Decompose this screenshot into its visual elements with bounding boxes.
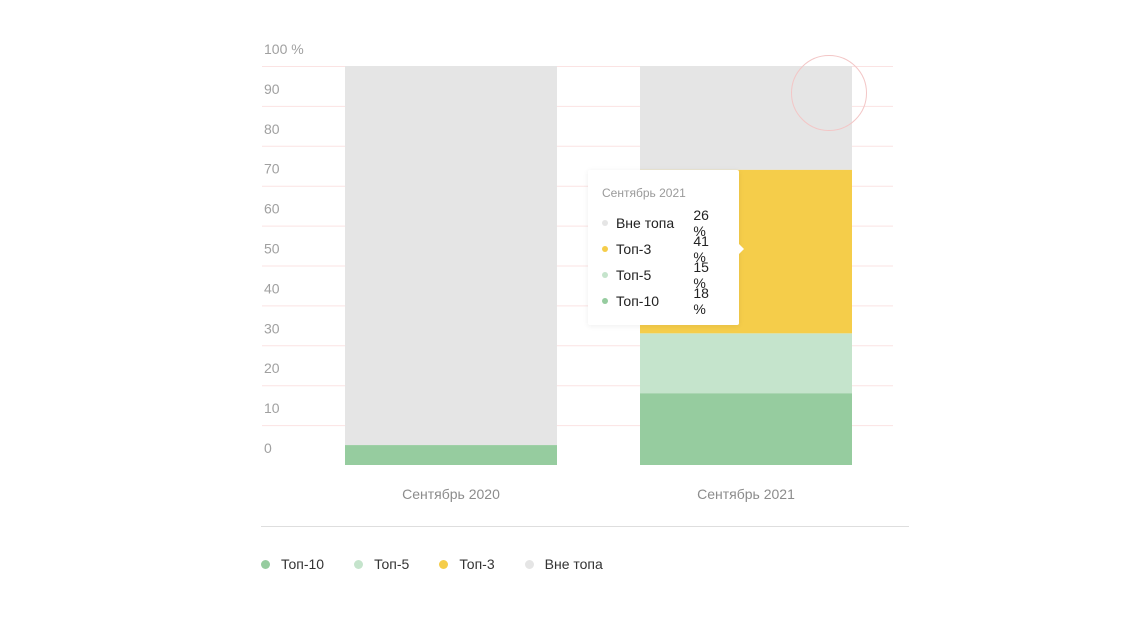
legend-item-top3[interactable]: Топ-3 bbox=[439, 556, 495, 572]
bar-segment bbox=[345, 445, 557, 465]
legend-item-top10[interactable]: Топ-10 bbox=[261, 556, 324, 572]
tooltip-dot-icon bbox=[602, 272, 608, 278]
legend-dot-icon bbox=[354, 559, 364, 569]
legend-label: Вне топа bbox=[544, 556, 603, 572]
legend-dot-icon bbox=[524, 559, 534, 569]
tooltip-row-value: 41 % bbox=[693, 233, 709, 265]
tooltip-row-label: Вне топа bbox=[615, 215, 675, 231]
tooltip-row: Топ-5 15 % bbox=[602, 259, 725, 291]
y-tick-label: 60 bbox=[264, 201, 280, 217]
tooltip-row-value: 26 % bbox=[693, 207, 709, 239]
legend-label: Топ-10 bbox=[281, 556, 325, 572]
y-tick-label: 0 bbox=[264, 440, 272, 456]
x-tick-label: Сентябрь 2020 bbox=[402, 486, 500, 502]
y-tick-label: 40 bbox=[264, 280, 280, 296]
tooltip-dot-icon bbox=[602, 220, 608, 226]
y-tick-label: 10 bbox=[264, 400, 280, 416]
tooltip-dot-icon bbox=[602, 246, 608, 252]
x-tick-label: Сентябрь 2021 bbox=[697, 486, 795, 502]
y-tick-label: 70 bbox=[264, 161, 280, 177]
legend-label: Топ-5 bbox=[374, 556, 410, 572]
y-tick-label: 100 % bbox=[264, 41, 304, 57]
tooltip-row-value: 15 % bbox=[693, 259, 709, 291]
bar-segment bbox=[640, 393, 852, 465]
tooltip-dot-icon bbox=[602, 298, 608, 304]
tooltip-title: Сентябрь 2021 bbox=[602, 186, 686, 200]
tooltip-row: Топ-10 18 % bbox=[602, 285, 725, 317]
tooltip-row-value: 18 % bbox=[693, 285, 709, 317]
tooltip-row: Вне топа 26 % bbox=[602, 207, 725, 239]
y-tick-label: 20 bbox=[264, 360, 280, 376]
legend-dot-icon bbox=[261, 559, 270, 569]
y-tick-label: 30 bbox=[264, 320, 280, 336]
tooltip-row: Топ-3 41 % bbox=[602, 233, 725, 265]
hover-cursor-ring bbox=[791, 55, 867, 131]
chart-tooltip: Сентябрь 2021 Вне топа 26 % Топ-3 41 % Т… bbox=[588, 170, 744, 325]
bar-segment bbox=[345, 66, 557, 446]
y-tick-label: 50 bbox=[264, 241, 280, 257]
bar-segment bbox=[640, 333, 852, 394]
legend-label: Топ-3 bbox=[459, 556, 495, 572]
chart-legend: Топ-10 Топ-5 Топ-3 Вне топа bbox=[261, 556, 633, 572]
y-tick-label: 80 bbox=[264, 121, 280, 137]
legend-item-top5[interactable]: Топ-5 bbox=[354, 556, 409, 572]
legend-item-out-of-top[interactable]: Вне топа bbox=[524, 556, 603, 572]
y-tick-label: 90 bbox=[264, 81, 280, 97]
legend-divider bbox=[261, 526, 909, 527]
legend-dot-icon bbox=[439, 559, 449, 569]
tooltip-row-label: Топ-5 bbox=[615, 267, 652, 283]
tooltip-row-label: Топ-10 bbox=[615, 293, 660, 309]
tooltip-row-label: Топ-3 bbox=[615, 241, 652, 257]
